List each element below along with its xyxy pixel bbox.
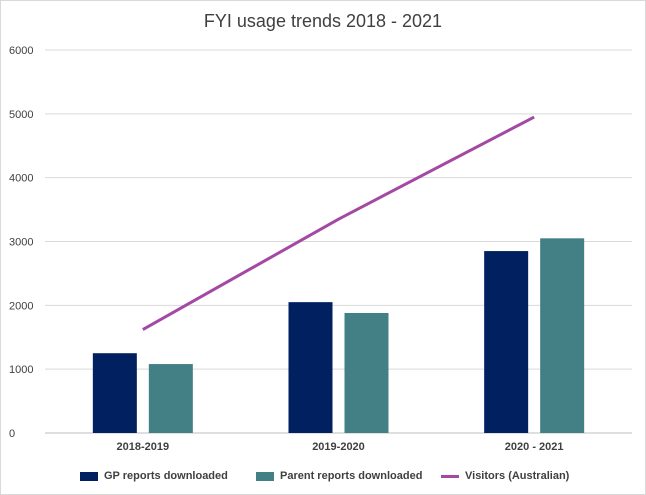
bar-parent-reports	[344, 312, 389, 433]
y-tick-label: 4000	[9, 173, 33, 185]
bar-parent-reports	[148, 364, 193, 433]
legend-item: Parent reports downloaded	[256, 467, 422, 485]
chart-legend: GP reports downloaded Parent reports down…	[1, 467, 645, 485]
legend-label: Visitors (Australian)	[465, 470, 570, 482]
line-visitors	[142, 115, 535, 331]
bar-gp-reports	[484, 251, 529, 433]
y-tick-label: 2000	[9, 300, 33, 312]
y-tick-label: 3000	[9, 237, 33, 249]
legend-swatch	[80, 471, 98, 481]
bar-parent-reports	[540, 238, 585, 433]
legend-label: Parent reports downloaded	[280, 470, 423, 482]
bar-gp-reports	[92, 353, 137, 433]
y-tick-label: 0	[9, 428, 15, 440]
x-tick-label: 2019-2020	[312, 441, 365, 453]
y-tick-label: 6000	[9, 45, 33, 57]
y-tick-label: 1000	[9, 364, 33, 376]
bar-gp-reports	[288, 302, 333, 433]
legend-label: GP reports downloaded	[104, 470, 228, 482]
x-tick-label: 2018-2019	[117, 441, 170, 453]
chart-title: FYI usage trends 2018 - 2021	[203, 11, 443, 31]
legend-item: GP reports downloaded	[80, 467, 228, 485]
y-tick-label: 5000	[9, 109, 33, 121]
legend-item: Visitors (Australian)	[441, 467, 569, 485]
legend-swatch	[256, 471, 274, 481]
legend-swatch	[441, 474, 459, 478]
x-tick-label: 2020 - 2021	[505, 441, 564, 453]
